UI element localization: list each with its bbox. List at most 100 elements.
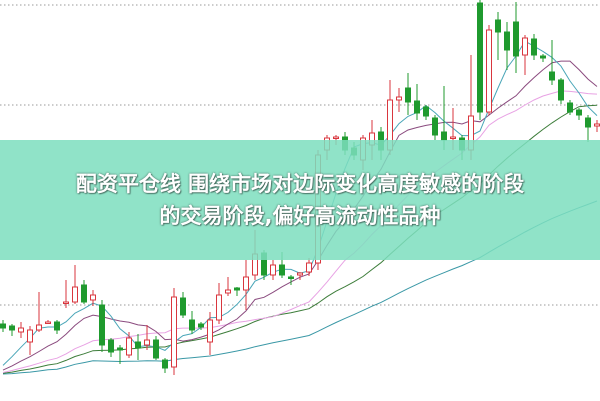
candle-down bbox=[585, 115, 591, 142]
candle-down bbox=[531, 34, 537, 60]
candle-up bbox=[63, 280, 69, 308]
candle-body bbox=[0, 323, 6, 329]
candle-body bbox=[225, 289, 231, 294]
candle-down bbox=[513, 2, 519, 73]
candle-down bbox=[567, 100, 573, 115]
candle-up bbox=[27, 326, 33, 355]
candle-up bbox=[225, 277, 231, 296]
candle-down bbox=[9, 324, 15, 336]
candle-body bbox=[486, 29, 492, 113]
candle-body bbox=[513, 21, 519, 57]
candle-body bbox=[216, 294, 222, 321]
candle-up bbox=[36, 292, 42, 332]
candle-up bbox=[486, 25, 492, 115]
candle-body bbox=[90, 294, 96, 301]
candle-up bbox=[207, 312, 213, 355]
candle-body bbox=[36, 324, 42, 331]
banner-title-line-2: 的交易阶段,偏好高流动性品种 bbox=[159, 204, 441, 228]
candle-up bbox=[594, 120, 600, 132]
title-banner: 配资平仓线 围绕市场对边际变化高度敏感的阶段 的交易阶段,偏好高流动性品种 bbox=[0, 140, 600, 260]
candle-body bbox=[432, 117, 438, 136]
candle-body bbox=[549, 71, 555, 81]
candle-down bbox=[0, 320, 6, 332]
candle-down bbox=[288, 275, 294, 285]
candle-body bbox=[396, 96, 402, 101]
candle-body bbox=[558, 79, 564, 101]
candle-down bbox=[180, 292, 186, 318]
candle-body bbox=[495, 19, 501, 33]
candle-up bbox=[396, 88, 402, 112]
candle-body bbox=[144, 339, 150, 346]
candle-body bbox=[504, 31, 510, 51]
candle-body bbox=[405, 87, 411, 103]
candle-up bbox=[90, 290, 96, 306]
candle-body bbox=[135, 341, 141, 349]
candle-body bbox=[477, 2, 483, 113]
candle-body bbox=[288, 276, 294, 279]
candle-down bbox=[558, 78, 564, 104]
candle-body bbox=[45, 321, 51, 324]
candle-down bbox=[405, 73, 411, 115]
candle-up bbox=[522, 35, 528, 75]
candle-body bbox=[189, 319, 195, 331]
candle-body bbox=[99, 304, 105, 346]
candle-up bbox=[72, 265, 78, 304]
candle-body bbox=[279, 264, 285, 276]
candle-down bbox=[135, 334, 141, 360]
candle-up bbox=[243, 260, 249, 310]
candle-down bbox=[576, 108, 582, 120]
candle-body bbox=[27, 329, 33, 343]
candle-body bbox=[108, 339, 114, 353]
candle-body bbox=[270, 264, 276, 276]
candle-body bbox=[441, 131, 447, 141]
candle-body bbox=[180, 297, 186, 316]
candle-down bbox=[54, 320, 60, 334]
candle-body bbox=[9, 325, 15, 331]
candle-down bbox=[234, 287, 240, 296]
candle-up bbox=[216, 283, 222, 324]
candle-down bbox=[108, 338, 114, 357]
candle-up bbox=[306, 258, 312, 276]
candle-body bbox=[297, 272, 303, 276]
candle-body bbox=[522, 37, 528, 56]
candle-body bbox=[576, 109, 582, 116]
candle-body bbox=[450, 136, 456, 139]
candle-body bbox=[207, 319, 213, 343]
candle-up bbox=[18, 322, 24, 338]
candle-body bbox=[81, 284, 87, 303]
candle-up bbox=[126, 332, 132, 358]
candle-up bbox=[144, 325, 150, 350]
candle-down bbox=[153, 336, 159, 360]
candle-body bbox=[243, 276, 249, 291]
candle-body bbox=[117, 347, 123, 351]
candle-body bbox=[153, 339, 159, 359]
candle-down bbox=[162, 358, 168, 373]
candle-body bbox=[306, 262, 312, 273]
candle-body bbox=[414, 100, 420, 114]
candle-body bbox=[54, 321, 60, 331]
candle-up bbox=[171, 288, 177, 375]
candle-body bbox=[333, 136, 339, 139]
candle-body bbox=[126, 337, 132, 356]
candle-down bbox=[477, 0, 483, 120]
candle-body bbox=[171, 296, 177, 368]
candle-down bbox=[198, 322, 204, 330]
candle-body bbox=[531, 38, 537, 56]
candle-body bbox=[423, 106, 429, 117]
candle-body bbox=[72, 286, 78, 303]
candle-up bbox=[297, 272, 303, 280]
candle-body bbox=[162, 359, 168, 369]
candle-down bbox=[423, 105, 429, 120]
candle-down bbox=[189, 311, 195, 334]
candle-up bbox=[270, 260, 276, 280]
candle-body bbox=[585, 117, 591, 128]
candle-down bbox=[81, 280, 87, 304]
candle-down bbox=[99, 300, 105, 352]
candle-down bbox=[432, 115, 438, 140]
candle-body bbox=[63, 301, 69, 304]
candle-body bbox=[540, 55, 546, 59]
banner-title-line-1: 配资平仓线 围绕市场对边际变化高度敏感的阶段 bbox=[75, 172, 525, 196]
candle-down bbox=[540, 54, 546, 62]
candle-down bbox=[504, 22, 510, 70]
